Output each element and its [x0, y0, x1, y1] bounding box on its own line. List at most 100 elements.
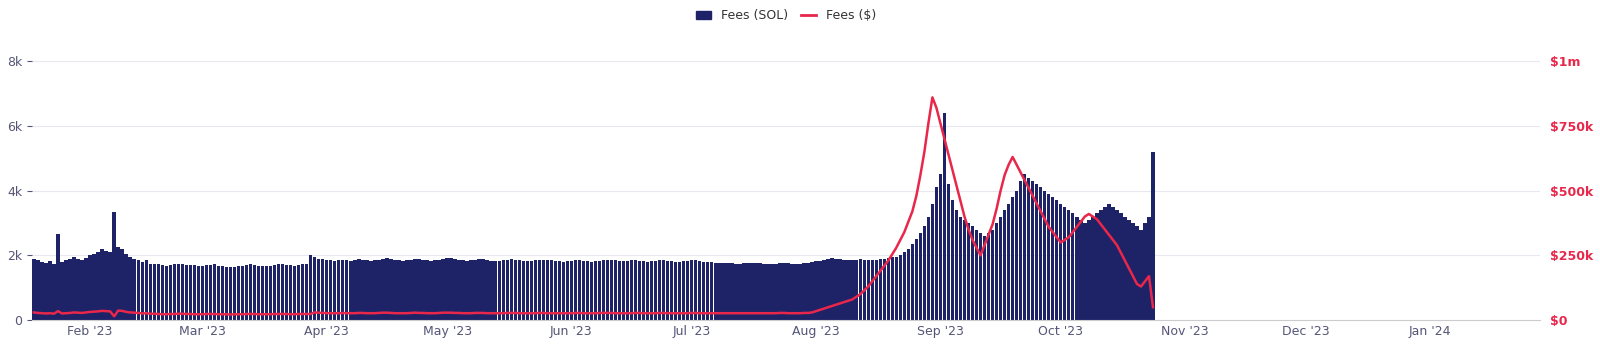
Bar	[995, 223, 998, 320]
Bar	[53, 264, 56, 320]
Bar	[317, 259, 320, 320]
Bar	[101, 249, 104, 320]
Bar	[522, 261, 525, 320]
Bar	[1086, 220, 1091, 320]
Bar	[610, 260, 613, 320]
Bar	[85, 258, 88, 320]
Bar	[261, 266, 264, 320]
Bar	[1078, 220, 1083, 320]
Bar	[1152, 152, 1155, 320]
Bar	[144, 260, 147, 320]
Bar	[32, 259, 35, 320]
Bar	[582, 260, 586, 320]
Bar	[1083, 223, 1086, 320]
Bar	[606, 260, 610, 320]
Bar	[266, 266, 269, 320]
Bar	[56, 234, 59, 320]
Bar	[702, 262, 706, 320]
Bar	[474, 260, 477, 320]
Bar	[1070, 213, 1075, 320]
Legend: Fees (SOL), Fees ($): Fees (SOL), Fees ($)	[691, 4, 882, 28]
Bar	[867, 260, 870, 320]
Bar	[477, 259, 482, 320]
Bar	[734, 264, 738, 320]
Bar	[389, 259, 392, 320]
Bar	[542, 260, 546, 320]
Bar	[397, 260, 400, 320]
Bar	[931, 204, 934, 320]
Bar	[899, 255, 902, 320]
Bar	[325, 260, 328, 320]
Bar	[506, 260, 509, 320]
Bar	[1051, 197, 1054, 320]
Bar	[554, 261, 557, 320]
Bar	[654, 260, 658, 320]
Bar	[614, 260, 618, 320]
Bar	[574, 260, 578, 320]
Bar	[346, 260, 349, 320]
Bar	[322, 259, 325, 320]
Bar	[630, 260, 634, 320]
Bar	[173, 265, 176, 320]
Bar	[125, 254, 128, 320]
Bar	[566, 261, 570, 320]
Bar	[514, 260, 517, 320]
Bar	[136, 260, 139, 320]
Bar	[658, 260, 661, 320]
Bar	[197, 266, 200, 320]
Bar	[1147, 217, 1150, 320]
Bar	[285, 265, 288, 320]
Bar	[434, 260, 437, 320]
Bar	[482, 259, 485, 320]
Bar	[602, 260, 605, 320]
Bar	[891, 257, 894, 320]
Bar	[381, 259, 384, 320]
Bar	[590, 262, 594, 320]
Bar	[232, 267, 237, 320]
Bar	[1115, 210, 1118, 320]
Bar	[184, 265, 189, 320]
Bar	[1107, 204, 1110, 320]
Bar	[37, 260, 40, 320]
Bar	[810, 262, 814, 320]
Bar	[341, 260, 344, 320]
Bar	[274, 265, 277, 320]
Bar	[1035, 184, 1038, 320]
Bar	[80, 260, 83, 320]
Bar	[117, 247, 120, 320]
Bar	[224, 267, 229, 320]
Bar	[485, 260, 490, 320]
Bar	[64, 260, 67, 320]
Bar	[189, 265, 192, 320]
Bar	[958, 217, 962, 320]
Bar	[258, 266, 261, 320]
Bar	[883, 259, 886, 320]
Bar	[240, 266, 245, 320]
Bar	[1067, 210, 1070, 320]
Bar	[694, 260, 698, 320]
Bar	[298, 265, 301, 320]
Bar	[766, 264, 770, 320]
Bar	[333, 260, 336, 320]
Bar	[942, 113, 946, 320]
Bar	[706, 262, 709, 320]
Bar	[666, 260, 669, 320]
Bar	[1030, 181, 1034, 320]
Bar	[778, 263, 782, 320]
Bar	[141, 262, 144, 320]
Bar	[378, 260, 381, 320]
Bar	[45, 263, 48, 320]
Bar	[410, 260, 413, 320]
Bar	[674, 262, 677, 320]
Bar	[918, 233, 922, 320]
Bar	[469, 260, 474, 320]
Bar	[578, 260, 581, 320]
Bar	[851, 260, 854, 320]
Bar	[1094, 213, 1099, 320]
Bar	[923, 226, 926, 320]
Bar	[1120, 213, 1123, 320]
Bar	[979, 233, 982, 320]
Bar	[1102, 207, 1107, 320]
Bar	[638, 260, 642, 320]
Bar	[650, 261, 653, 320]
